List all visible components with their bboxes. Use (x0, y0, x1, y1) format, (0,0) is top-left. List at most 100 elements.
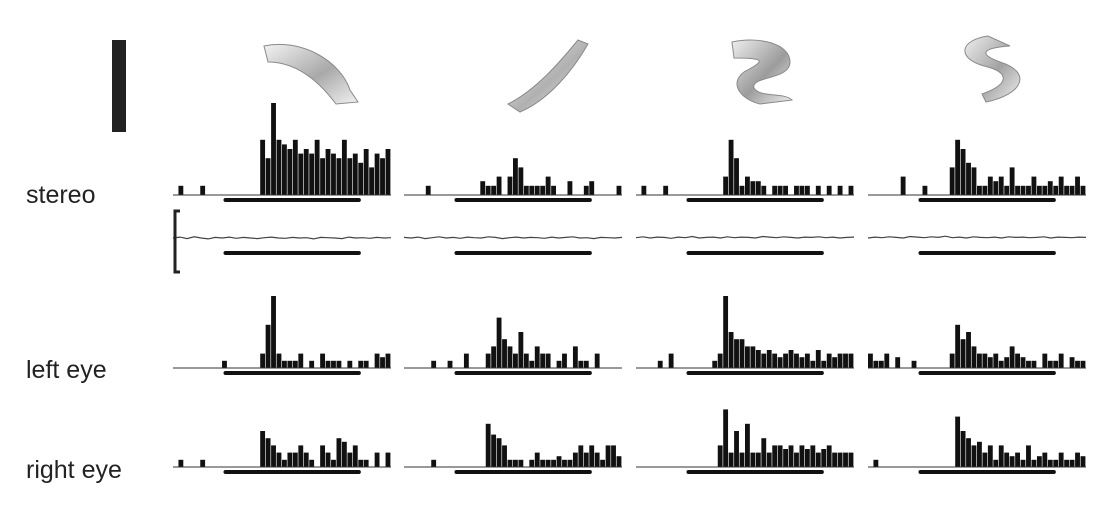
histogram-bar (966, 162, 971, 195)
histogram-bar (1031, 459, 1037, 467)
histogram-bar (336, 438, 342, 467)
histogram-bar (1020, 357, 1026, 368)
histogram-panel (636, 296, 854, 375)
histogram-bar (282, 459, 287, 467)
histogram-bar (810, 360, 816, 368)
histogram-bar (309, 459, 315, 467)
histogram-bar (178, 185, 184, 195)
histogram-bar (331, 153, 336, 195)
histogram-bar (873, 459, 879, 467)
histogram-bar (529, 360, 535, 368)
histogram-bar (320, 158, 325, 195)
histogram-bar (815, 452, 821, 467)
histogram-bar (837, 353, 843, 368)
histogram-bar (358, 459, 364, 467)
histogram-bar (529, 185, 535, 195)
histogram-bar (1026, 185, 1031, 195)
histogram-bar (358, 162, 364, 195)
histogram-panel (173, 296, 391, 375)
histogram-bar (507, 176, 513, 195)
histogram-bar (534, 452, 540, 467)
histogram-bar (374, 153, 380, 195)
histogram-bar (331, 360, 336, 368)
histogram-bar (385, 149, 391, 195)
histogram-bar (777, 357, 783, 368)
histogram-bar (728, 332, 734, 368)
histogram-bar (987, 445, 993, 467)
histogram-bar (589, 181, 595, 195)
histogram-bar (1069, 459, 1075, 467)
histogram-bar (772, 185, 778, 195)
histogram-bar (567, 181, 573, 195)
eye-position-trace (867, 235, 1087, 239)
histogram-bar (551, 185, 556, 195)
histogram-bar (766, 350, 772, 368)
histogram-bar (848, 452, 854, 467)
histogram-bar (551, 459, 556, 467)
histogram-bar (292, 452, 298, 467)
histogram-bar (298, 153, 304, 195)
histogram-bar (799, 357, 805, 368)
histogram-bar (298, 445, 304, 467)
histogram-bar (594, 353, 600, 368)
histogram-bar (331, 459, 336, 467)
histogram-bar (369, 167, 375, 195)
histogram-bar (1020, 185, 1026, 195)
stimulus-icons (263, 35, 1021, 113)
histogram-bar (282, 144, 287, 195)
histogram-bar (347, 452, 353, 467)
histogram-bar (523, 353, 529, 368)
histogram-bar (485, 185, 491, 195)
histogram-bar (728, 139, 734, 195)
histogram-bar (766, 452, 772, 467)
histogram-bar (657, 360, 663, 368)
histogram-bar (605, 445, 611, 467)
histogram-bar (1075, 360, 1080, 368)
histogram-bar (993, 181, 999, 195)
histogram-bar (717, 353, 723, 368)
histogram-panel (636, 139, 854, 202)
histogram-bar (911, 360, 917, 368)
histogram-bar (352, 153, 358, 195)
histogram-bar (641, 185, 647, 195)
histogram-bar (200, 185, 206, 195)
histogram-bar (712, 360, 718, 368)
ribbon-s-icon (964, 35, 1021, 103)
histogram-bar (955, 324, 961, 368)
histogram-bar (589, 445, 595, 467)
histogram-bar (303, 149, 309, 195)
histogram-bar (523, 185, 529, 195)
eye-position-trace (172, 236, 392, 240)
histogram-bar (788, 350, 794, 368)
histogram-bar (287, 360, 293, 368)
histogram-bar (815, 185, 821, 195)
histogram-bar (1064, 459, 1070, 467)
eye-position-scale-bracket (173, 209, 180, 274)
histogram-bar (341, 441, 347, 467)
eye-position-trace (403, 236, 623, 240)
histogram-bar (745, 176, 750, 195)
histogram-bar (540, 353, 546, 368)
histogram-bar (358, 360, 364, 368)
histogram-bar (1058, 353, 1064, 368)
histogram-bar (772, 445, 778, 467)
histogram-bar (755, 350, 761, 368)
histogram-bar (1042, 452, 1048, 467)
histogram-bar (739, 339, 745, 368)
histogram-bar (282, 360, 287, 368)
histogram-bar (347, 360, 353, 368)
histogram-bar (1031, 360, 1037, 368)
histogram-bar (900, 176, 906, 195)
histogram-bar (848, 353, 854, 368)
histogram-bar (1026, 445, 1031, 467)
histogram-bar (832, 357, 838, 368)
histogram-bar (783, 353, 788, 368)
histogram-panel (173, 103, 391, 202)
histogram-bar (993, 459, 999, 467)
histogram-bar (755, 452, 761, 467)
histogram-bar (794, 185, 799, 195)
histogram-bar (545, 176, 551, 195)
histogram-bar (292, 360, 298, 368)
histogram-bar (260, 353, 266, 368)
histogram-bar (518, 332, 524, 368)
